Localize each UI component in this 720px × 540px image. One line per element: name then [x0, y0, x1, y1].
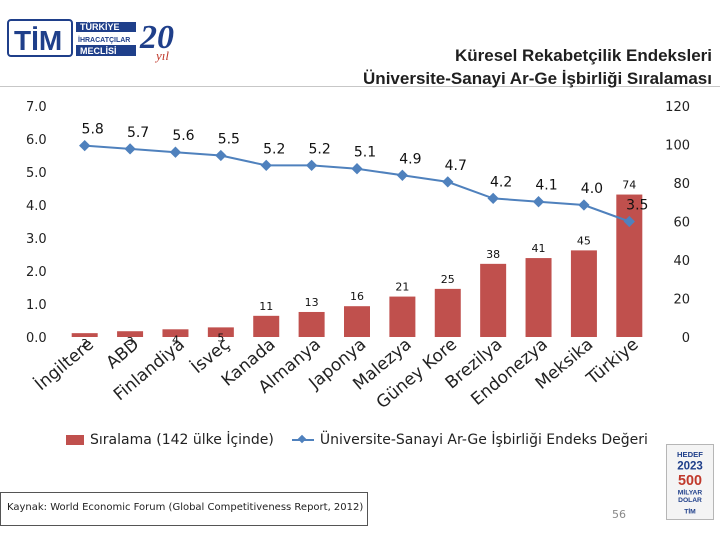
left-axis-tick: 7.0 — [26, 100, 47, 115]
index-point — [305, 159, 318, 172]
index-value-label: 4.2 — [490, 174, 512, 190]
index-value-label: 5.1 — [354, 145, 376, 161]
bar-rank — [162, 329, 189, 337]
legend-index-label: Üniversite-Sanayi Ar-Ge İşbirliği Endeks… — [319, 432, 648, 448]
bar-rank — [525, 258, 552, 337]
right-axis-tick: 0 — [682, 331, 690, 346]
right-axis-tick: 100 — [665, 139, 690, 154]
bar-rank-label: 74 — [622, 179, 636, 192]
badge-tim: TİM — [684, 507, 696, 516]
bar-rank-label: 41 — [532, 242, 546, 255]
index-value-label: 5.2 — [308, 141, 330, 157]
index-point — [169, 146, 182, 158]
legend-item-index: Üniversite-Sanayi Ar-Ge İşbirliği Endeks… — [291, 432, 648, 448]
bar-rank-label: 38 — [486, 248, 500, 261]
bar-rank-label: 3 — [127, 335, 134, 348]
legend-bar-swatch — [66, 435, 84, 445]
index-value-label: 4.0 — [581, 181, 603, 197]
index-value-label: 5.2 — [263, 141, 285, 157]
bar-rank — [344, 306, 370, 337]
index-point — [351, 163, 363, 175]
index-value-label: 4.9 — [399, 151, 421, 167]
bar-rank-label: 4 — [172, 333, 179, 346]
legend-item-rank: Sıralama (142 ülke İçinde) — [66, 432, 274, 448]
right-axis-tick: 120 — [665, 100, 690, 115]
bar-rank — [117, 331, 144, 337]
index-point — [578, 199, 590, 211]
bar-rank — [298, 311, 325, 337]
index-point — [532, 196, 545, 208]
anniversary-number: 20 — [139, 19, 174, 56]
index-value-label: 4.1 — [535, 178, 557, 194]
bar-rank-label: 2 — [81, 337, 88, 350]
index-point — [487, 192, 499, 205]
index-point — [215, 149, 227, 162]
badge-unit1: MİLYAR — [678, 487, 703, 496]
badge-year: 2023 — [677, 461, 703, 473]
page-subtitle: Üniversite-Sanayi Ar-Ge İşbirliği Sırala… — [363, 69, 712, 88]
hedef-2023-badge: HEDEF 2023 500 MİLYAR DOLAR TİM — [666, 444, 714, 520]
index-value-label: 4.7 — [445, 158, 467, 174]
bar-rank-label: 13 — [305, 296, 319, 309]
bar-rank-label: 5 — [217, 331, 224, 344]
bar-rank — [71, 333, 98, 337]
page-title: Küresel Rekabetçilik Endeksleri — [454, 46, 712, 65]
index-point — [79, 139, 91, 152]
left-axis-tick: 4.0 — [26, 199, 47, 214]
page-number: 56 — [612, 508, 626, 521]
tim-logo: TİM TÜRKİYE İHRACATÇILAR MECLİSİ 20 yıl — [7, 19, 174, 63]
index-value-label: 5.7 — [127, 125, 149, 141]
right-axis-tick: 20 — [673, 293, 690, 308]
index-point — [623, 215, 635, 228]
logo-line2: İHRACATÇILAR — [78, 36, 130, 44]
bar-rank-label: 16 — [350, 290, 364, 303]
left-axis-tick: 2.0 — [26, 265, 47, 280]
index-point — [396, 169, 409, 181]
logo-line1: TÜRKİYE — [80, 22, 120, 32]
left-axis-tick: 3.0 — [26, 232, 47, 247]
right-axis-tick: 40 — [673, 254, 690, 269]
left-axis-tick: 0.0 — [26, 331, 47, 346]
index-value-label: 5.6 — [172, 128, 194, 144]
badge-amount: 500 — [678, 473, 702, 489]
bar-rank — [253, 315, 280, 337]
index-value-label: 5.5 — [218, 132, 240, 148]
bar-rank — [570, 250, 597, 337]
category-label: Türkiye — [582, 335, 642, 390]
index-value-label: 5.8 — [82, 122, 104, 138]
bar-rank-label: 21 — [395, 281, 409, 294]
index-point — [124, 143, 136, 155]
left-axis-tick: 6.0 — [26, 133, 47, 148]
anniversary-suffix: yıl — [154, 48, 169, 63]
bar-rank — [207, 327, 234, 337]
badge-unit2: DOLAR — [678, 497, 702, 504]
left-axis-tick: 5.0 — [26, 166, 47, 181]
logo-tim-text: TİM — [14, 25, 62, 56]
right-axis-tick: 80 — [673, 177, 690, 192]
bar-rank — [434, 288, 461, 337]
index-point — [442, 176, 454, 188]
badge-hedef: HEDEF — [677, 450, 703, 459]
bar-rank-label: 45 — [577, 234, 591, 247]
bar-rank-label: 11 — [259, 300, 273, 313]
left-axis-tick: 1.0 — [26, 298, 47, 313]
legend-line-swatch — [291, 435, 314, 445]
index-point — [260, 159, 272, 172]
right-axis-tick: 60 — [673, 216, 690, 231]
bar-rank — [389, 296, 416, 337]
source-note: Kaynak: World Economic Forum (Global Com… — [0, 492, 368, 526]
chart-legend: Sıralama (142 ülke İçinde) Üniversite-Sa… — [66, 432, 666, 448]
index-value-label: 3.5 — [626, 198, 648, 214]
logo-line3: MECLİSİ — [80, 46, 117, 56]
bar-rank — [480, 263, 507, 337]
bar-rank-label: 25 — [441, 273, 455, 286]
legend-rank-label: Sıralama (142 ülke İçinde) — [90, 432, 274, 448]
header-divider — [0, 86, 720, 87]
